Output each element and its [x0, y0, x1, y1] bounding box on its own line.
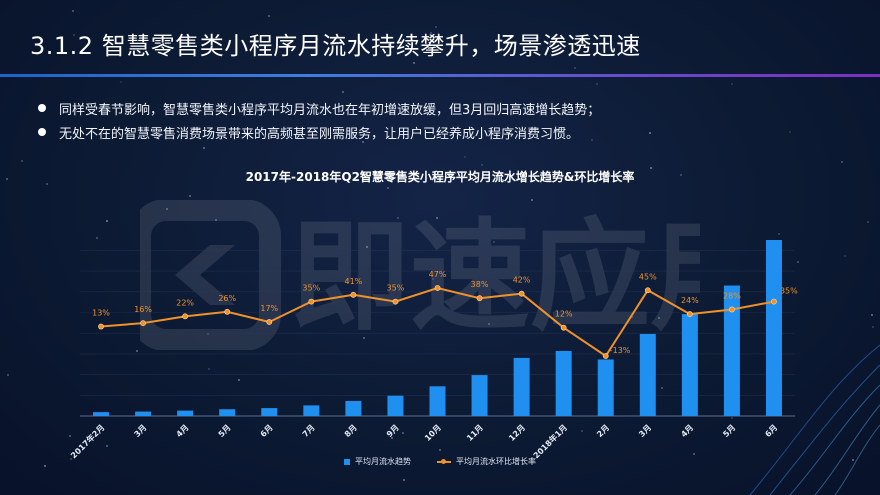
data-label: 24% [681, 296, 699, 305]
watermark-logo-icon: 即速应用 [140, 200, 700, 350]
bar-mark [93, 412, 110, 416]
bar-mark [261, 408, 278, 416]
data-label: 28% [723, 292, 741, 301]
bullet-dot-icon [38, 104, 46, 112]
x-tick-label: 5月 [217, 423, 233, 439]
bar-mark [345, 400, 362, 416]
x-tick-label: 4月 [175, 423, 191, 439]
x-tick-label: 4月 [679, 423, 695, 439]
svg-text:即速应用: 即速应用 [290, 208, 700, 347]
x-tick-label: 10月 [423, 423, 443, 443]
data-label: 45% [639, 272, 657, 281]
data-label: 41% [344, 277, 362, 286]
line-point [476, 295, 483, 302]
line-point [308, 298, 315, 305]
bullet-dot-icon [38, 128, 46, 136]
bullet-item: 无处不在的智慧零售消费场景带来的高频甚至刚需服务，让用户已经养成小程序消费习惯。 [38, 120, 600, 144]
x-tick-label: 7月 [301, 423, 317, 439]
line-point [602, 353, 609, 359]
data-label: 22% [176, 298, 194, 307]
line-point [644, 287, 651, 294]
legend-item-bar: 平均月流水趋势 [344, 456, 411, 467]
line-point [392, 298, 399, 305]
line-point [182, 313, 189, 320]
bullet-text: 无处不在的智慧零售消费场景带来的高频甚至刚需服务，让用户已经养成小程序消费习惯。 [59, 126, 580, 142]
bullet-list: 同样受春节影响，智慧零售类小程序平均月流水也在年初增速放缓，但3月回归高速增长趋… [38, 96, 600, 144]
line-point [224, 308, 231, 315]
bar-mark [135, 411, 152, 416]
data-label: 12% [555, 310, 573, 319]
legend-label: 平均月流水趋势 [355, 457, 411, 466]
x-tick-label: 6月 [259, 423, 275, 439]
bar-mark [723, 285, 740, 416]
line-point [686, 311, 693, 317]
data-label: 42% [513, 276, 531, 285]
x-tick-label: 2017年2月 [68, 422, 106, 460]
line-point [560, 324, 567, 331]
data-label: 26% [218, 294, 236, 303]
bar-mark [513, 357, 530, 416]
legend-item-line: 平均月流水环比增长率 [437, 456, 536, 467]
data-label: 16% [134, 305, 152, 314]
x-tick-label: 2018年1月 [531, 422, 569, 460]
data-label: 35% [387, 284, 405, 293]
page-title: 3.1.2 智慧零售类小程序月流水持续攀升，场景渗透迅速 [30, 32, 641, 60]
bar-mark [387, 395, 404, 416]
legend-label: 平均月流水环比增长率 [456, 457, 536, 466]
x-tick-label: 2月 [595, 423, 611, 439]
bar-mark [219, 409, 236, 416]
decorative-swirl-icon [749, 344, 880, 495]
x-tick-label: 9月 [385, 423, 401, 439]
line-point [771, 298, 777, 305]
bar-mark [471, 375, 488, 416]
bar-mark [639, 333, 656, 416]
line-point [266, 319, 273, 325]
line-point [98, 323, 104, 330]
line-point [140, 320, 146, 327]
bar-mark [765, 240, 782, 416]
x-tick-label: 3月 [133, 423, 149, 439]
line-series-path [100, 286, 775, 358]
legend-bar-swatch-icon [344, 458, 350, 465]
line-point [350, 291, 357, 298]
bullet-item: 同样受春节影响，智慧零售类小程序平均月流水也在年初增速放缓，但3月回归高速增长趋… [38, 96, 600, 120]
bar-mark [555, 350, 572, 416]
bar-mark [681, 314, 698, 416]
bullet-text: 同样受春节影响，智慧零售类小程序平均月流水也在年初增速放缓，但3月回归高速增长趋… [59, 102, 601, 118]
x-tick-label: 8月 [343, 423, 359, 439]
bar-mark [597, 359, 614, 416]
line-point [729, 306, 735, 313]
title-divider [0, 74, 880, 77]
line-point [434, 285, 441, 291]
bar-mark [303, 405, 320, 416]
data-label: -13% [610, 346, 631, 355]
data-label: 47% [429, 270, 447, 279]
x-tick-label: 11月 [465, 423, 485, 443]
data-label: 38% [471, 280, 489, 289]
legend-line-swatch-icon [437, 458, 451, 464]
bar-mark [177, 410, 194, 416]
x-tick-label: 12月 [507, 423, 527, 443]
data-label: 35% [302, 284, 320, 293]
data-label: 17% [260, 304, 278, 313]
x-tick-label: 3月 [637, 423, 653, 439]
data-label: 13% [92, 309, 110, 318]
bar-mark [429, 386, 446, 416]
chart-title: 2017年-2018年Q2智慧零售类小程序平均月流水增长趋势&环比增长率 [245, 170, 635, 184]
line-point [518, 290, 525, 297]
data-label: 35% [780, 287, 798, 296]
chart-legend: 平均月流水趋势 平均月流水环比增长率 [0, 456, 880, 467]
